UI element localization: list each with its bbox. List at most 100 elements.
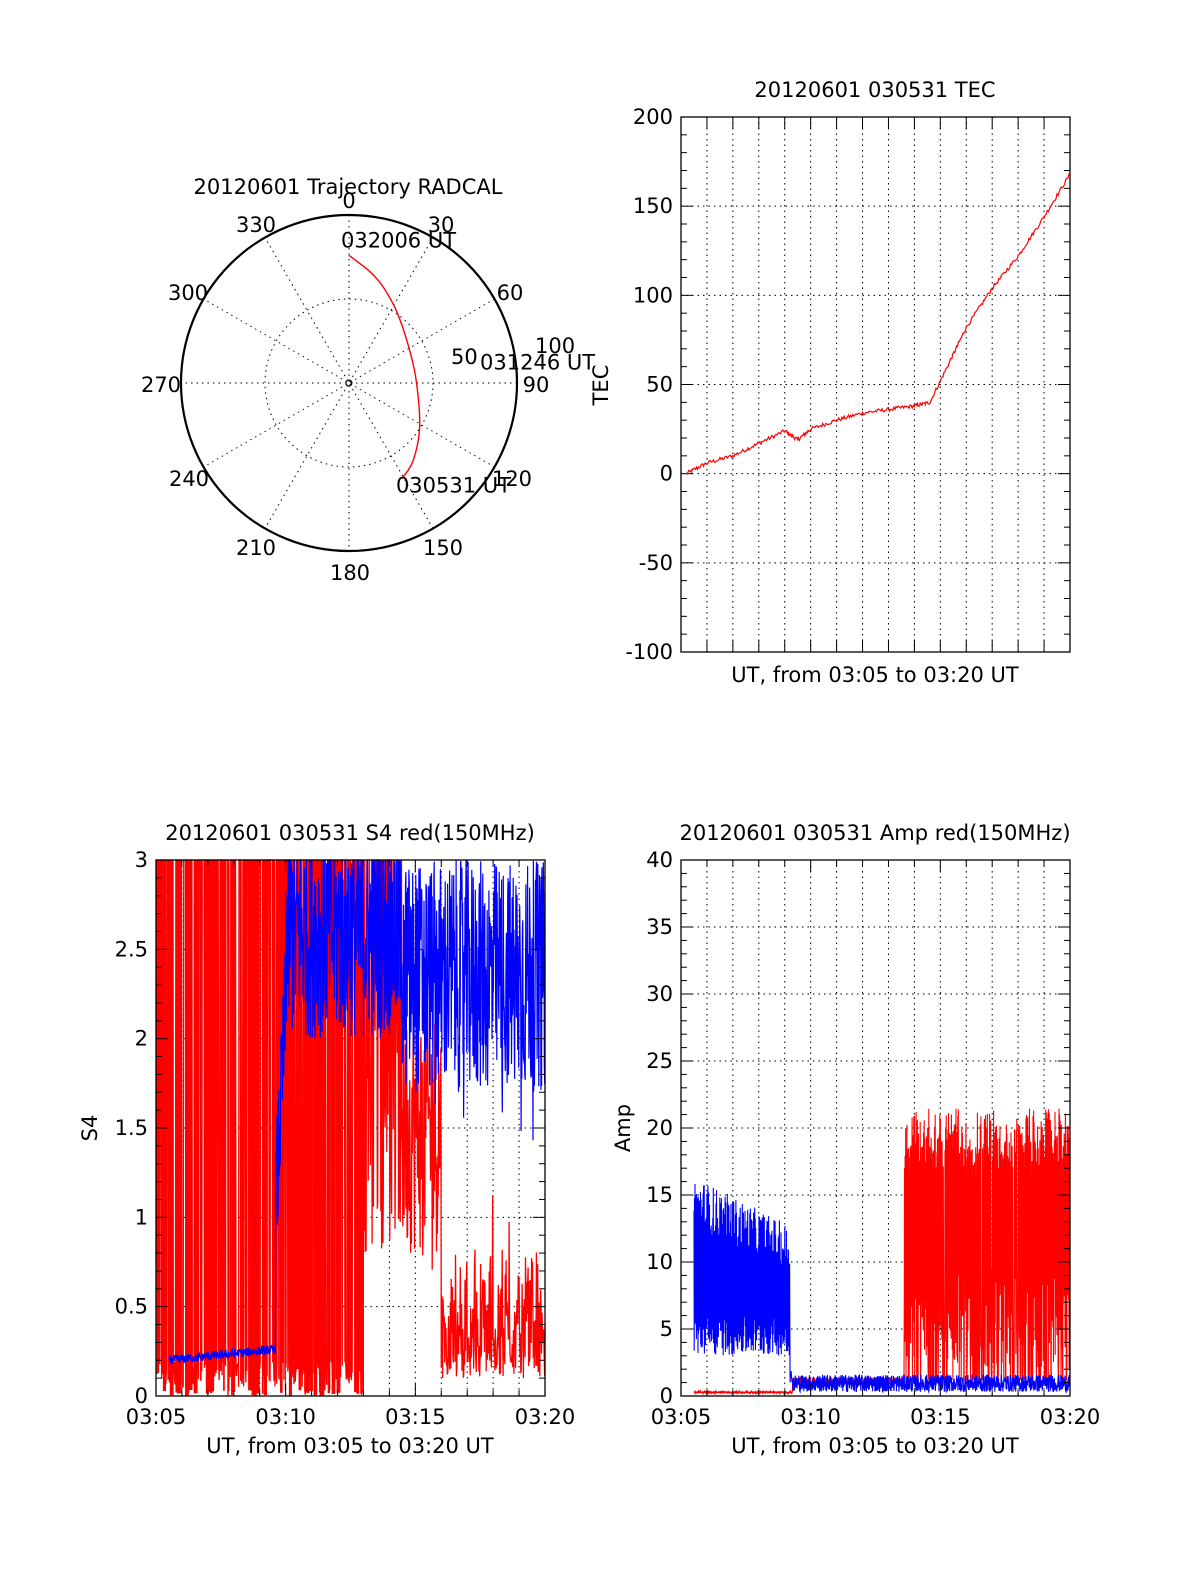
s4-red-line <box>156 859 546 1389</box>
s4-y-tick-label: 2 <box>135 1027 148 1051</box>
s4-red-spike <box>310 860 313 1391</box>
s4-red-spike <box>169 860 174 1396</box>
s4-y-axis-label: S4 <box>78 1115 102 1142</box>
s4-red-spike <box>354 860 358 1393</box>
polar-angle-label: 240 <box>169 467 209 491</box>
amp-blue-line <box>693 1183 1071 1394</box>
polar-angle-label: 330 <box>236 213 276 237</box>
amp-y-tick-label: 35 <box>646 915 673 939</box>
amp-y-tick-labels: 0 5 10 15 20 25 30 35 40 <box>646 848 673 1408</box>
s4-red-spike <box>251 860 254 1396</box>
s4-red-spike <box>360 860 363 1394</box>
polar-spokes <box>181 215 517 551</box>
s4-red-series <box>156 859 546 1396</box>
s4-red-spike <box>188 860 193 1391</box>
s4-y-tick-label: 1 <box>135 1205 148 1229</box>
s4-x-tick-label: 03:15 <box>385 1405 446 1429</box>
tec-plot-frame <box>680 116 1071 653</box>
tec-y-tick-label: 50 <box>646 373 673 397</box>
s4-title: 20120601 030531 S4 red(150MHz) <box>165 821 535 845</box>
tec-y-tick-label: 100 <box>633 283 673 307</box>
amp-panel: 20120601 030531 Amp red(150MHz) 0 5 10 15 20… <box>611 821 1100 1458</box>
s4-x-axis-label: UT, from 03:05 to 03:20 UT <box>206 1434 494 1458</box>
amp-y-tick-label: 40 <box>646 848 673 872</box>
amp-title: 20120601 030531 Amp red(150MHz) <box>679 821 1070 845</box>
s4-red-spike <box>253 860 257 1396</box>
amp-y-axis-label: Amp <box>611 1104 635 1152</box>
s4-plot-frame <box>155 859 546 1397</box>
amp-y-tick-label: 30 <box>646 982 673 1006</box>
s4-red-spike <box>263 860 268 1396</box>
tec-y-tick-label: -100 <box>625 640 673 664</box>
s4-y-tick-label: 2.5 <box>115 937 148 961</box>
s4-red-spike <box>231 860 233 1396</box>
trajectory-line <box>348 254 421 479</box>
s4-red-spike <box>279 860 283 1393</box>
s4-red-spike <box>336 860 341 1393</box>
s4-red-spike <box>313 860 318 1396</box>
s4-red-spike <box>223 860 225 1391</box>
trajectory-title: 20120601 Trajectory RADCAL <box>194 175 503 199</box>
trajectory-time-label: 030531 UT <box>396 474 511 498</box>
s4-red-spike <box>248 860 252 1391</box>
amp-x-tick-label: 03:10 <box>780 1405 841 1429</box>
s4-red-spike <box>323 860 326 1391</box>
amp-y-tick-label: 15 <box>646 1183 673 1207</box>
s4-y-tick-label: 3 <box>135 848 148 872</box>
s4-red-spike <box>178 860 182 1394</box>
s4-blue-series <box>168 859 546 1365</box>
s4-red-spike <box>356 860 358 1391</box>
amp-x-tick-label: 03:05 <box>651 1405 712 1429</box>
polar-angle-label: 300 <box>168 281 208 305</box>
s4-panel: 20120601 030531 S4 red(150MHz) 0 0.5 1 1.5 2… <box>78 821 575 1458</box>
s4-blue-line <box>168 859 546 1365</box>
s4-y-tick-label: 1.5 <box>115 1116 148 1140</box>
tec-y-tick-label: 0 <box>660 462 673 486</box>
s4-red-spike <box>284 860 286 1391</box>
s4-red-spike <box>209 860 213 1393</box>
tec-y-tick-label: 200 <box>633 105 673 129</box>
amp-y-tick-label: 25 <box>646 1049 673 1073</box>
tec-minor-ticks <box>680 116 1071 653</box>
polar-radius-label-100: 100 <box>535 334 575 358</box>
s4-red-spike <box>331 860 336 1394</box>
amp-y-tick-label: 0 <box>660 1384 673 1408</box>
tec-y-axis-label: TEC <box>589 365 613 407</box>
s4-red-spike <box>256 860 258 1393</box>
polar-angle-label: 60 <box>497 281 524 305</box>
s4-red-spike <box>362 860 364 1393</box>
s4-red-spike <box>187 860 190 1393</box>
polar-angle-label: 120 <box>492 467 532 491</box>
tec-y-tick-label: 150 <box>633 194 673 218</box>
polar-angle-label: 90 <box>523 373 550 397</box>
polar-angle-label: 30 <box>428 213 455 237</box>
tec-x-axis-label: UT, from 03:05 to 03:20 UT <box>731 663 1019 687</box>
trajectory-time-label: 031246 UT <box>480 350 595 374</box>
amp-x-axis-label: UT, from 03:05 to 03:20 UT <box>731 1434 1019 1458</box>
s4-x-tick-label: 03:05 <box>126 1405 187 1429</box>
s4-red-spike <box>227 860 229 1396</box>
polar-angle-label: 0 <box>342 189 355 213</box>
polar-radius-label-50: 50 <box>451 345 478 369</box>
polar-spoke-150 <box>264 237 434 529</box>
polar-angle-label: 180 <box>330 561 370 585</box>
s4-red-spike <box>261 860 264 1394</box>
s4-red-spike <box>327 860 330 1394</box>
polar-spoke-60 <box>203 298 495 468</box>
trajectory-panel: 20120601 Trajectory RADCAL 0 30 60 90 120 150… <box>141 175 595 585</box>
amp-x-tick-label: 03:20 <box>1040 1405 1101 1429</box>
polar-angle-label: 150 <box>423 536 463 560</box>
s4-y-tick-labels: 0 0.5 1 1.5 2 2.5 3 <box>115 848 148 1408</box>
s4-y-tick-label: 0 <box>135 1384 148 1408</box>
s4-red-spike <box>298 860 302 1391</box>
s4-x-tick-label: 03:10 <box>255 1405 316 1429</box>
tec-grid <box>681 117 1070 652</box>
amp-x-tick-label: 03:15 <box>910 1405 971 1429</box>
polar-spoke-30 <box>264 237 434 529</box>
trajectory-time-label: 032006 UT <box>341 228 456 252</box>
s4-x-tick-labels: 03:05 03:10 03:15 03:20 <box>126 1405 576 1429</box>
s4-y-tick-label: 0.5 <box>115 1295 148 1319</box>
polar-spoke-120 <box>203 298 495 468</box>
polar-center <box>345 379 353 387</box>
